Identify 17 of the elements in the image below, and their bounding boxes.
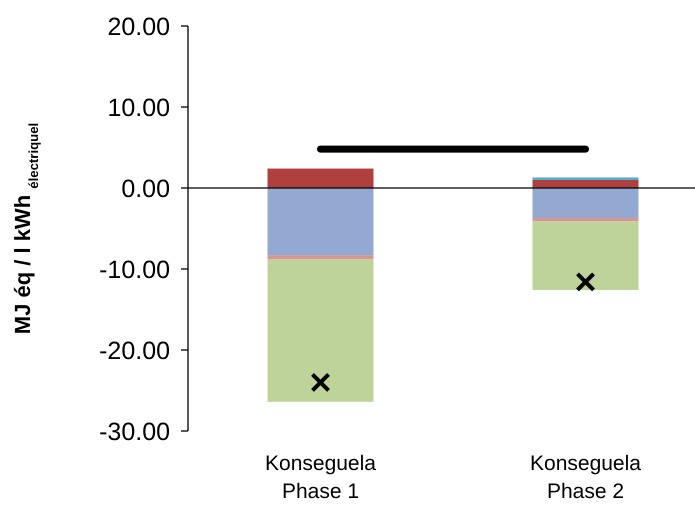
x-tick-label: Konseguela Phase 2: [530, 452, 642, 503]
bar: [532, 188, 638, 218]
bar: [268, 259, 374, 402]
y-tick-label: 0.00: [121, 174, 170, 203]
bar: [532, 218, 638, 222]
y-tick-label: 10.00: [107, 94, 170, 122]
bar: [532, 180, 638, 188]
bar: [532, 177, 638, 180]
y-tick-label: -30.00: [99, 418, 170, 446]
x-tick-label: Konseguela Phase 1: [265, 452, 376, 503]
y-tick-label: -10.00: [99, 256, 170, 284]
bar: [532, 221, 638, 290]
bar: [268, 255, 374, 260]
y-tick-label: 20.00: [107, 12, 170, 41]
y-tick-label: -20.00: [99, 336, 170, 365]
bar: [268, 168, 374, 188]
bar: [268, 188, 374, 256]
